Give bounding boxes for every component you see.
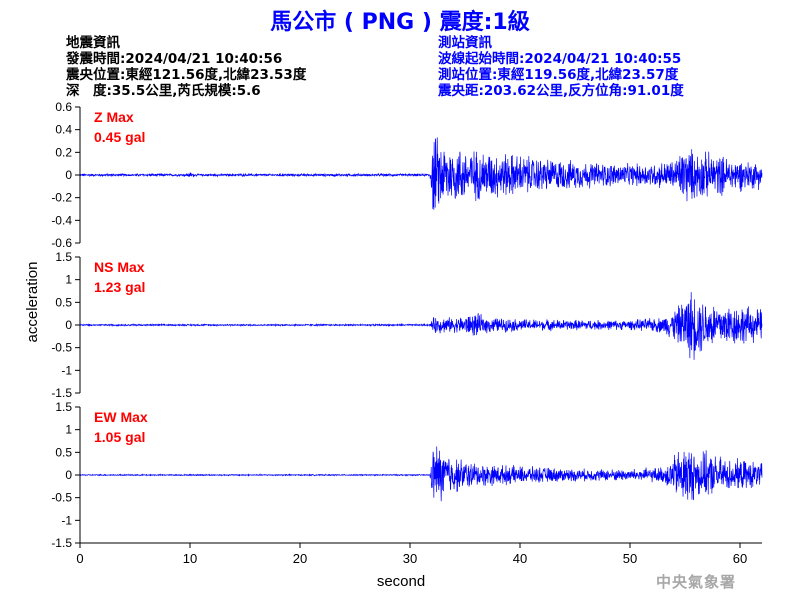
- y-tick-label-z: -0.2: [51, 191, 72, 205]
- y-tick-label-ns: 0: [65, 318, 72, 332]
- earthquake-info-header: 地震資訊: [66, 35, 120, 51]
- y-tick-label-z: 0.4: [55, 123, 72, 137]
- x-tick-label: 10: [183, 551, 197, 566]
- y-tick-label-ew: 1: [65, 423, 72, 437]
- y-tick-label-z: -0.6: [51, 236, 72, 250]
- distance-azimuth: 震央距:203.62公里,反方位角:91.01度: [438, 83, 684, 99]
- wave-start-time: 波線起始時間:2024/04/21 10:40:55: [438, 51, 682, 67]
- agency-watermark: 中央氣象署: [656, 573, 737, 591]
- x-tick-label: 50: [623, 551, 637, 566]
- x-tick-label: 60: [733, 551, 747, 566]
- trace-z: [79, 137, 763, 210]
- y-tick-label-ew: 0: [65, 468, 72, 482]
- x-tick-label: 40: [513, 551, 527, 566]
- station-location: 測站位置:東經119.56度,北緯23.57度: [438, 67, 679, 83]
- y-tick-label-z: 0.6: [55, 100, 72, 114]
- y-tick-label-ns: -0.5: [51, 341, 72, 355]
- y-tick-label-ew: -1.5: [51, 536, 72, 550]
- station-info-header: 測站資訊: [438, 35, 492, 51]
- origin-time: 發震時間:2024/04/21 10:40:56: [66, 51, 283, 67]
- trace-ns: [79, 292, 763, 360]
- x-tick-label: 30: [403, 551, 417, 566]
- depth-magnitude: 深 度:35.5公里,芮氏規模:5.6: [66, 83, 261, 99]
- x-axis-label: second: [377, 573, 425, 590]
- x-tick-label: 0: [76, 551, 83, 566]
- channel-label-ew: EW Max: [94, 409, 148, 425]
- y-tick-label-ns: -1: [61, 363, 72, 377]
- station-info: 測站資訊 波線起始時間:2024/04/21 10:40:55 測站位置:東經1…: [438, 35, 684, 99]
- y-tick-label-ns: 0.5: [55, 295, 72, 309]
- y-tick-label-ns: 1: [65, 273, 72, 287]
- y-tick-label-z: -0.4: [51, 213, 72, 227]
- y-tick-label-ns: 1.5: [55, 250, 72, 264]
- channel-label-ns: NS Max: [94, 259, 145, 275]
- channel-max-ew: 1.05 gal: [94, 429, 145, 445]
- channel-label-z: Z Max: [94, 109, 134, 125]
- channel-max-ns: 1.23 gal: [94, 279, 145, 295]
- page-title: 馬公市 ( PNG ) 震度:1級: [270, 10, 530, 35]
- y-tick-label-ns: -1.5: [51, 386, 72, 400]
- y-tick-label-z: 0: [65, 168, 72, 182]
- y-axis-label: acceleration: [24, 262, 41, 343]
- y-tick-label-ew: -1: [61, 513, 72, 527]
- epicenter: 震央位置:東經121.56度,北緯23.53度: [66, 67, 307, 83]
- channel-max-z: 0.45 gal: [94, 129, 145, 145]
- trace-ew: [79, 446, 763, 502]
- y-tick-label-z: 0.2: [55, 145, 72, 159]
- y-tick-label-ew: 0.5: [55, 445, 72, 459]
- x-tick-label: 20: [293, 551, 307, 566]
- y-tick-label-ew: -0.5: [51, 491, 72, 505]
- earthquake-info: 地震資訊 發震時間:2024/04/21 10:40:56 震央位置:東經121…: [66, 35, 306, 99]
- y-tick-label-ew: 1.5: [55, 400, 72, 414]
